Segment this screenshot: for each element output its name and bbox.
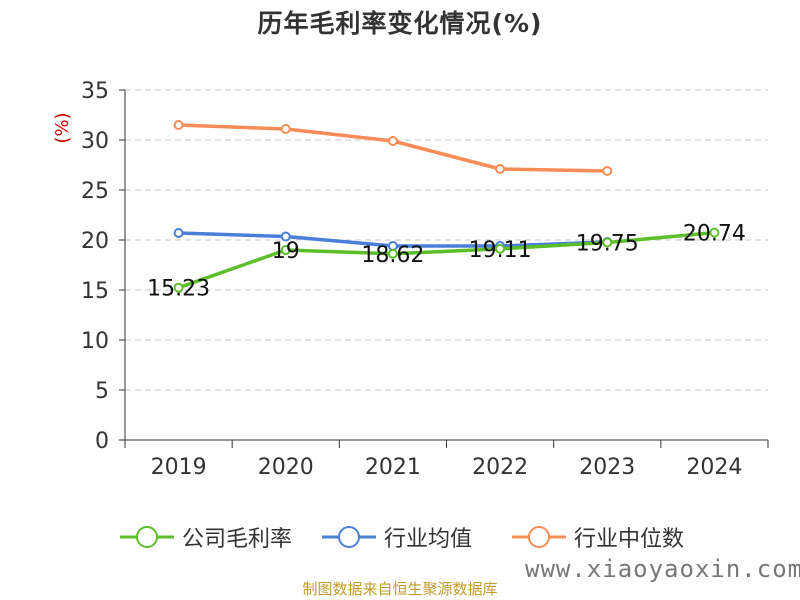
y-axis-label: (%) — [52, 112, 73, 143]
data-point — [496, 165, 504, 173]
x-tick-label: 2021 — [365, 455, 421, 480]
source-note: 制图数据来自恒生聚源数据库 — [0, 578, 800, 599]
x-tick-label: 2019 — [151, 455, 207, 480]
legend-marker — [120, 522, 174, 552]
legend-label: 公司毛利率 — [182, 521, 292, 553]
data-point — [175, 121, 183, 129]
legend-label: 行业中位数 — [574, 521, 684, 553]
data-label: 19.75 — [576, 232, 639, 257]
legend-item[interactable]: 公司毛利率 — [120, 520, 292, 554]
y-tick-label: 10 — [81, 329, 109, 354]
legend-marker — [512, 522, 566, 552]
data-point — [282, 125, 290, 133]
chart-legend: 公司毛利率 行业均值 行业中位数 — [0, 520, 800, 554]
legend-marker — [322, 522, 376, 552]
series-line-3 — [179, 125, 608, 171]
data-point — [175, 229, 183, 237]
y-tick-label: 25 — [81, 179, 109, 204]
y-tick-label: 0 — [95, 429, 109, 454]
x-tick-label: 2022 — [472, 455, 528, 480]
data-label: 19 — [272, 239, 300, 264]
x-tick-label: 2024 — [686, 455, 742, 480]
data-label: 15.23 — [147, 277, 210, 302]
legend-label: 行业均值 — [384, 521, 472, 553]
x-tick-label: 2020 — [258, 455, 314, 480]
data-point — [603, 167, 611, 175]
y-tick-label: 5 — [95, 379, 109, 404]
data-label: 20.74 — [683, 222, 746, 247]
legend-item[interactable]: 行业中位数 — [512, 520, 684, 554]
y-tick-label: 30 — [81, 129, 109, 154]
x-tick-label: 2023 — [579, 455, 635, 480]
y-tick-label: 35 — [81, 79, 109, 104]
data-point — [389, 137, 397, 145]
legend-item[interactable]: 行业均值 — [322, 520, 472, 554]
y-tick-label: 15 — [81, 279, 109, 304]
data-label: 19.11 — [469, 238, 532, 263]
data-label: 18.62 — [361, 243, 424, 268]
y-tick-label: 20 — [81, 229, 109, 254]
